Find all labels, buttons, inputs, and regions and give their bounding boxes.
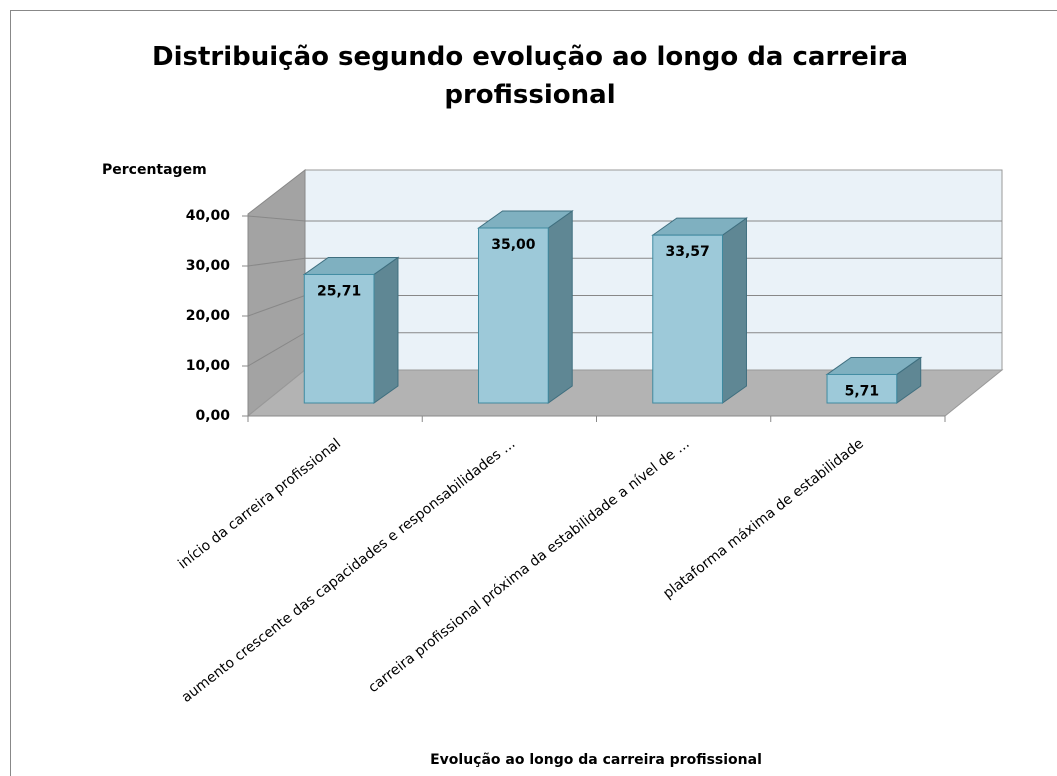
bar [826, 373, 898, 404]
grid-line [247, 257, 306, 267]
bar [303, 273, 375, 404]
data-label: 25,71 [317, 283, 361, 299]
data-label: 5,71 [845, 383, 880, 399]
data-label: 33,57 [665, 244, 709, 260]
bar-side [373, 256, 399, 404]
chart-title: Distribuição segundo evolução ao longo d… [151, 42, 909, 110]
y-tick-label: 20,00 [186, 308, 231, 324]
data-label: 35,00 [491, 237, 536, 253]
y-axis-label: Percentagem [102, 162, 207, 178]
x-tick-label: carreira profissional próxima da estabil… [365, 436, 692, 696]
chart-frame [10, 10, 1057, 776]
x-tick-label: início da carreira profissional [175, 436, 344, 573]
y-tick-label: 0,00 [195, 408, 230, 424]
y-tick-label: 10,00 [186, 358, 231, 374]
bar [478, 227, 549, 404]
x-tick-label: plataforma máxima de estabilidade [660, 436, 867, 602]
bar [652, 234, 723, 404]
grid-line [247, 295, 306, 317]
y-tick-label: 30,00 [186, 258, 231, 274]
y-tick-label: 40,00 [186, 208, 231, 224]
grid-line [247, 215, 306, 222]
grid-line [247, 332, 306, 367]
x-axis-label: Evolução ao longo da carreira profission… [430, 752, 762, 768]
bar-side [721, 217, 747, 404]
bar-side [547, 210, 573, 404]
x-tick-label: aumento crescente das capacidades e resp… [179, 436, 519, 706]
